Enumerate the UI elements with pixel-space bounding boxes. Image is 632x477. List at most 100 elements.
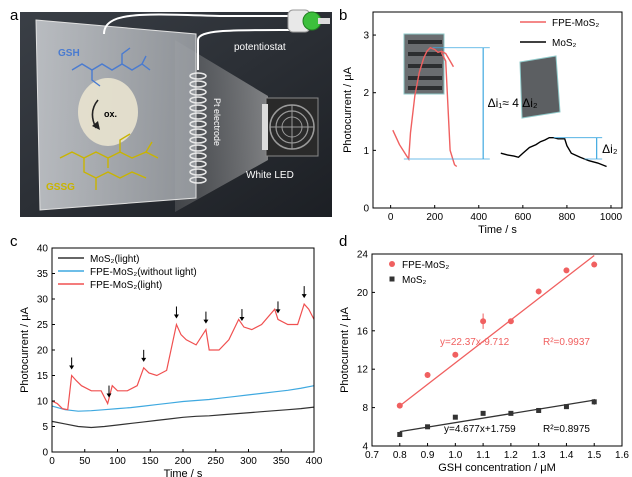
mos2-structure-image	[519, 55, 561, 119]
chart-c-x-axis-label: Time / s	[164, 468, 203, 477]
chart-c-x-tick-label: 150	[142, 456, 159, 467]
chart-c-y-tick-label: 10	[37, 397, 49, 408]
chart-d-y-tick-label: 4	[362, 442, 368, 453]
chart-d-y-tick-label: 12	[357, 365, 369, 376]
chart-b-y-tick-label: 3	[363, 31, 369, 42]
pt-electrode-label: Pt electrode	[212, 98, 222, 146]
white-led-fan	[262, 97, 319, 157]
chart-c-y-tick-label: 35	[37, 269, 49, 280]
chart-c-series-line-0	[51, 406, 315, 429]
potentiostat-label: potentiostat	[234, 42, 286, 53]
chart-d-x-tick-label: 1.1	[476, 450, 490, 461]
panel-label-b: b	[339, 7, 347, 24]
chart-d-point-mos2	[563, 404, 569, 410]
chart-d-x-tick-label: 1.0	[448, 450, 462, 461]
chart-c-x-tick-label: 300	[240, 456, 257, 467]
chart-d-legend-label: MoS₂	[402, 275, 427, 286]
chart-c-series-line-2	[51, 302, 315, 411]
chart-c-y-tick-label: 15	[37, 371, 49, 382]
gsh-molecule	[71, 47, 151, 87]
chart-d-legend-marker	[389, 261, 395, 267]
chart-b-x-axis-label: Time / s	[478, 224, 517, 236]
light-on-arrow-head	[275, 309, 281, 314]
chart-b-x-tick-label: 600	[514, 212, 531, 223]
chart-b-legend-label: FPE-MoS₂	[552, 18, 599, 29]
white-led-label: White LED	[246, 170, 294, 181]
chart-d-x-tick-label: 1.4	[559, 450, 573, 461]
chart-d-x-tick-label: 0.7	[365, 450, 379, 461]
chart-d-y-axis-label: Photocurrent / μA	[339, 306, 351, 392]
chart-b-x-tick-label: 1000	[600, 212, 623, 223]
chart-d-y-tick-label: 16	[357, 326, 369, 337]
chart-d-point-mos2	[536, 407, 542, 413]
chart-c-x-tick-label: 100	[109, 456, 126, 467]
chart-d-x-tick-label: 0.8	[393, 450, 407, 461]
light-on-arrow-head	[69, 365, 75, 370]
fpe-mos2-structure-image	[403, 33, 445, 95]
chart-c-y-tick-label: 25	[37, 320, 49, 331]
chart-b-x-tick-label: 800	[559, 212, 576, 223]
delta-i1-annotation: Δi₁≈ 4 Δi₂	[488, 96, 538, 110]
chart-d-point-mos2	[508, 410, 514, 416]
chart-d-plot-frame	[371, 253, 623, 447]
chart-d-legend-label: FPE-MoS₂	[402, 260, 449, 271]
chart-c-x-tick-label: 200	[175, 456, 192, 467]
fit-equation-mos2: y=4.677x+1.759	[444, 424, 516, 435]
chart-d-point-fpe-mos2	[396, 402, 403, 409]
panel-label-a: a	[10, 7, 19, 24]
chart-d-x-tick-label: 1.5	[587, 450, 601, 461]
schematic-panel-a: GSH ox. GSSG potentiostat	[20, 9, 332, 217]
chart-d-x-tick-label: 1.6	[615, 450, 629, 461]
chart-c-y-tick-label: 30	[37, 295, 49, 306]
light-on-arrow-head	[106, 393, 112, 398]
delta-i2-annotation: Δi₂	[602, 142, 618, 156]
chart-d-point-mos2	[425, 424, 431, 430]
chart-b-y-tick-label: 0	[363, 204, 369, 215]
chart-d-x-tick-label: 1.3	[532, 450, 546, 461]
chart-c-y-tick-label: 40	[37, 244, 49, 255]
light-on-arrow-head	[301, 294, 307, 299]
chart-b-x-tick-label: 200	[426, 212, 443, 223]
panel-label-d: d	[339, 233, 347, 250]
chart-b-series-line-0	[392, 46, 455, 162]
chart-c-y-tick-label: 5	[42, 422, 48, 433]
light-on-arrow-head	[239, 317, 245, 322]
chart-d-point-fpe-mos2	[563, 267, 570, 274]
fit-equation-fpe-mos2: y=22.37x-9.712	[440, 337, 510, 348]
chart-c-legend-label: FPE-MoS₂(without light)	[90, 267, 197, 278]
chart-d-point-fpe-mos2	[452, 351, 459, 358]
chart-c-x-tick-label: 0	[49, 456, 55, 467]
chart-c-x-tick-label: 50	[79, 456, 91, 467]
ox-label: ox.	[104, 109, 117, 119]
chart-c-series-line-1	[51, 385, 315, 412]
chart-d-y-tick-label: 24	[357, 250, 369, 261]
chart-d-point-mos2	[480, 410, 486, 416]
chart-d-x-tick-label: 1.2	[504, 450, 518, 461]
chart-d-fit-line-1	[399, 399, 595, 433]
chart-d-point-fpe-mos2	[535, 288, 542, 295]
chart-b-y-tick-label: 2	[363, 88, 369, 99]
gsh-label: GSH	[58, 48, 80, 59]
light-on-arrow-head	[141, 357, 147, 362]
counter-electrode-wire	[197, 29, 300, 70]
fit-r2-fpe-mos2: R²=0.9937	[543, 337, 590, 348]
chart-c-x-tick-label: 400	[306, 456, 323, 467]
chart-d-legend-marker	[389, 276, 395, 282]
pt-coil-electrode	[189, 72, 207, 184]
chart-d-point-mos2	[591, 399, 597, 405]
chart-b-plot-frame	[372, 11, 623, 209]
potentiostat-connector	[287, 9, 330, 33]
chart-d-point-mos2	[452, 414, 458, 420]
chart-c-x-tick-label: 350	[273, 456, 290, 467]
chart-d-point-fpe-mos2	[480, 318, 487, 325]
chart-c-legend-label: FPE-MoS₂(light)	[90, 280, 162, 291]
chart-c-x-tick-label: 250	[207, 456, 224, 467]
chart-b-series-line-2	[500, 136, 607, 168]
chart-b-illustrations	[403, 33, 561, 119]
chart-b-x-tick-label: 0	[388, 212, 394, 223]
chart-b-series-line-1	[440, 52, 458, 168]
chart-d-y-tick-label: 8	[362, 403, 368, 414]
chart-d-point-fpe-mos2	[424, 371, 431, 378]
chart-d-x-axis-label: GSH concentration / μM	[438, 462, 556, 474]
